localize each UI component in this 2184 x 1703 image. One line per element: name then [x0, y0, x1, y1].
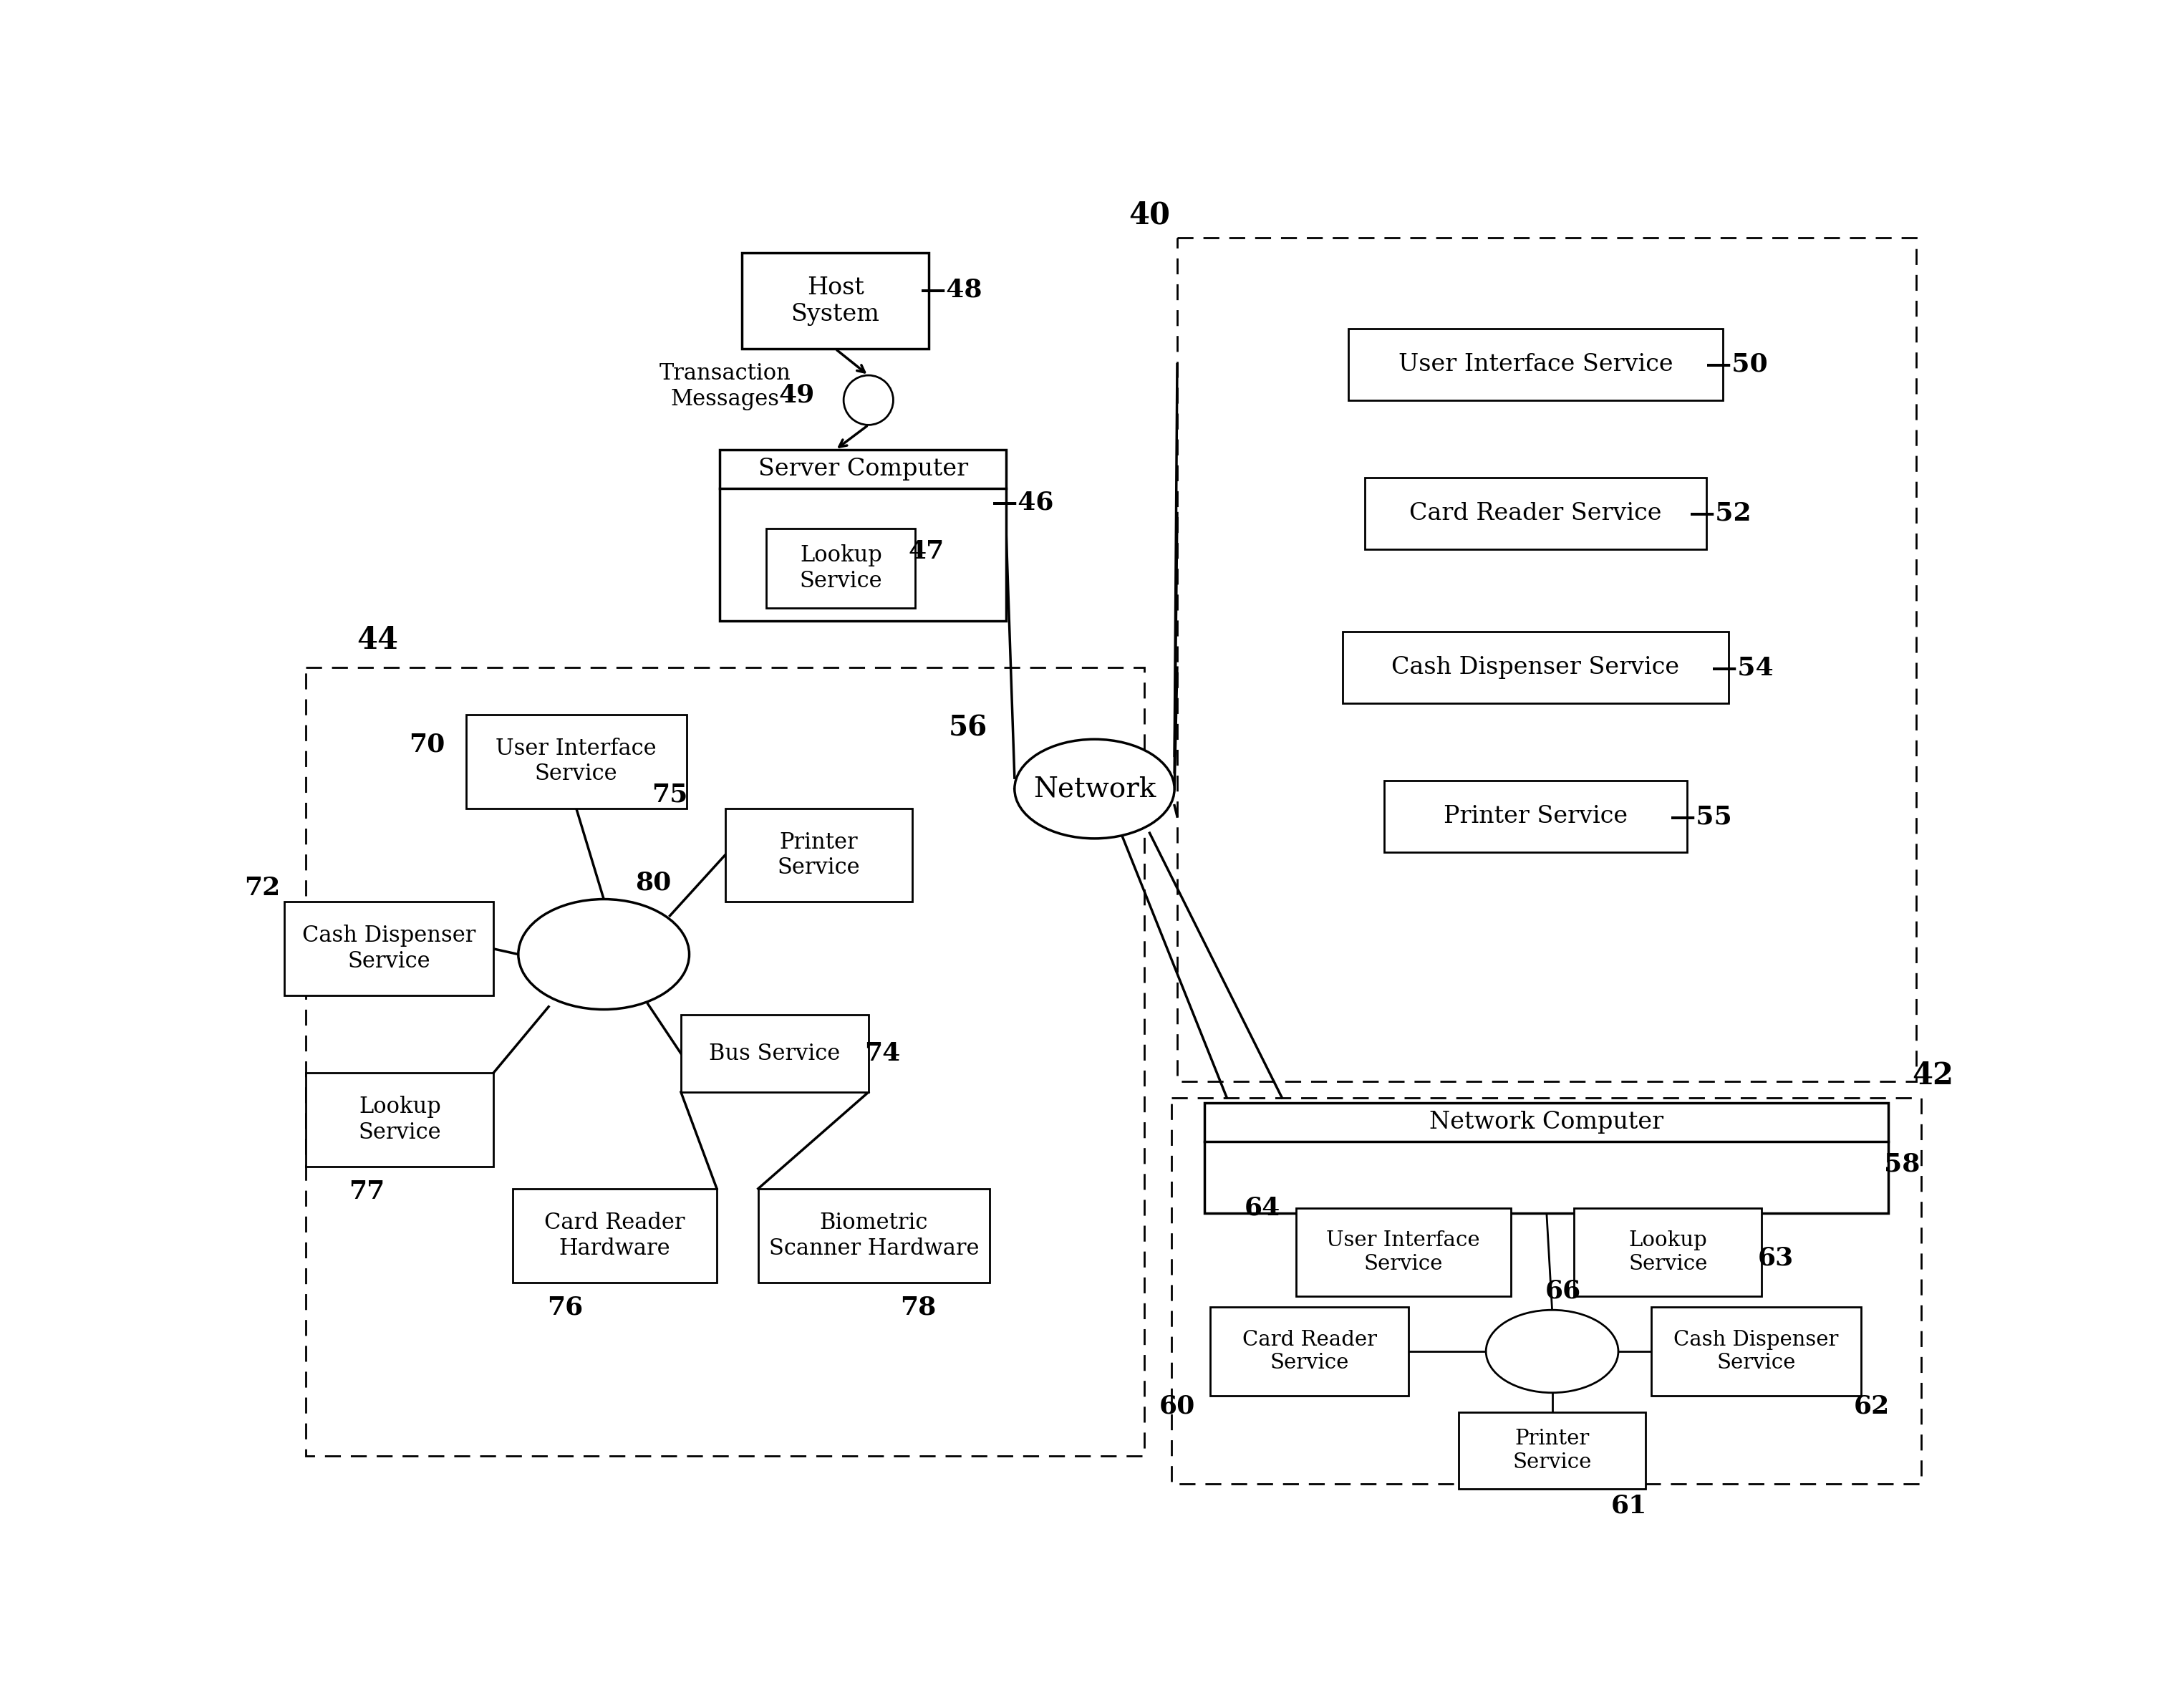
Ellipse shape	[1485, 1310, 1618, 1393]
Text: 78: 78	[900, 1294, 937, 1320]
FancyBboxPatch shape	[1365, 477, 1706, 548]
Text: 74: 74	[865, 1042, 900, 1066]
Text: 80: 80	[636, 870, 670, 894]
Ellipse shape	[518, 899, 690, 1010]
Text: Network Computer: Network Computer	[1431, 1110, 1664, 1134]
Text: 58: 58	[1885, 1151, 1920, 1177]
FancyBboxPatch shape	[1210, 1308, 1409, 1395]
Text: Biometric
Scanner Hardware: Biometric Scanner Hardware	[769, 1211, 978, 1260]
FancyBboxPatch shape	[758, 1189, 989, 1282]
FancyBboxPatch shape	[719, 450, 1007, 620]
Text: Lookup
Service: Lookup Service	[358, 1095, 441, 1144]
Text: —52: —52	[1688, 501, 1752, 525]
Text: Printer
Service: Printer Service	[1514, 1429, 1592, 1471]
FancyBboxPatch shape	[1459, 1412, 1647, 1488]
Text: User Interface Service: User Interface Service	[1398, 353, 1673, 376]
Text: 62: 62	[1854, 1395, 1889, 1419]
Text: 77: 77	[349, 1178, 384, 1204]
Text: Host
System: Host System	[791, 276, 880, 325]
Text: Card Reader Service: Card Reader Service	[1409, 502, 1662, 525]
FancyBboxPatch shape	[1385, 780, 1688, 852]
FancyBboxPatch shape	[1348, 329, 1723, 400]
Text: Cash Dispenser
Service: Cash Dispenser Service	[301, 925, 476, 972]
Text: Printer Service: Printer Service	[1444, 806, 1627, 828]
Text: 47: 47	[909, 540, 943, 564]
FancyBboxPatch shape	[1575, 1207, 1762, 1296]
FancyBboxPatch shape	[1651, 1308, 1861, 1395]
Text: Bus Service: Bus Service	[710, 1042, 841, 1064]
Text: 60: 60	[1160, 1395, 1195, 1419]
Text: —55: —55	[1671, 804, 1732, 829]
Text: 66: 66	[1544, 1279, 1581, 1303]
FancyBboxPatch shape	[743, 252, 928, 349]
FancyBboxPatch shape	[725, 809, 913, 903]
Text: 72: 72	[245, 875, 280, 901]
Text: Transaction
Messages: Transaction Messages	[660, 363, 791, 410]
Text: Printer
Service: Printer Service	[778, 831, 860, 879]
Text: 40: 40	[1129, 201, 1171, 230]
Text: —48: —48	[919, 278, 983, 301]
Text: Card Reader
Service: Card Reader Service	[1243, 1330, 1376, 1373]
Text: Network: Network	[1033, 775, 1155, 802]
Ellipse shape	[843, 375, 893, 426]
Text: 75: 75	[651, 782, 688, 807]
Text: Server Computer: Server Computer	[758, 458, 968, 480]
Text: 61: 61	[1612, 1494, 1647, 1517]
FancyBboxPatch shape	[465, 715, 686, 809]
Text: Cash Dispenser
Service: Cash Dispenser Service	[1673, 1330, 1839, 1373]
Text: 56: 56	[948, 715, 987, 743]
Text: 64: 64	[1245, 1196, 1280, 1219]
FancyBboxPatch shape	[681, 1015, 869, 1092]
Text: —54: —54	[1712, 656, 1773, 679]
Text: 44: 44	[356, 625, 397, 656]
FancyBboxPatch shape	[1206, 1104, 1889, 1214]
Text: 76: 76	[548, 1294, 583, 1320]
Text: 70: 70	[408, 732, 446, 756]
Text: Cash Dispenser Service: Cash Dispenser Service	[1391, 656, 1679, 679]
FancyBboxPatch shape	[1343, 632, 1728, 703]
Text: Card Reader
Hardware: Card Reader Hardware	[544, 1211, 686, 1260]
Text: —46: —46	[992, 490, 1053, 514]
Text: 49: 49	[780, 383, 815, 407]
Text: User Interface
Service: User Interface Service	[496, 737, 657, 785]
Text: 63: 63	[1758, 1245, 1793, 1270]
Text: User Interface
Service: User Interface Service	[1326, 1231, 1481, 1274]
FancyBboxPatch shape	[513, 1189, 716, 1282]
FancyBboxPatch shape	[767, 528, 915, 608]
Ellipse shape	[1016, 739, 1175, 838]
FancyBboxPatch shape	[306, 1073, 494, 1167]
Text: Lookup
Service: Lookup Service	[799, 545, 882, 593]
FancyBboxPatch shape	[1295, 1207, 1511, 1296]
Text: Lookup
Service: Lookup Service	[1629, 1231, 1708, 1274]
FancyBboxPatch shape	[284, 903, 494, 996]
Text: —50: —50	[1706, 353, 1767, 376]
Text: 42: 42	[1911, 1061, 1952, 1090]
